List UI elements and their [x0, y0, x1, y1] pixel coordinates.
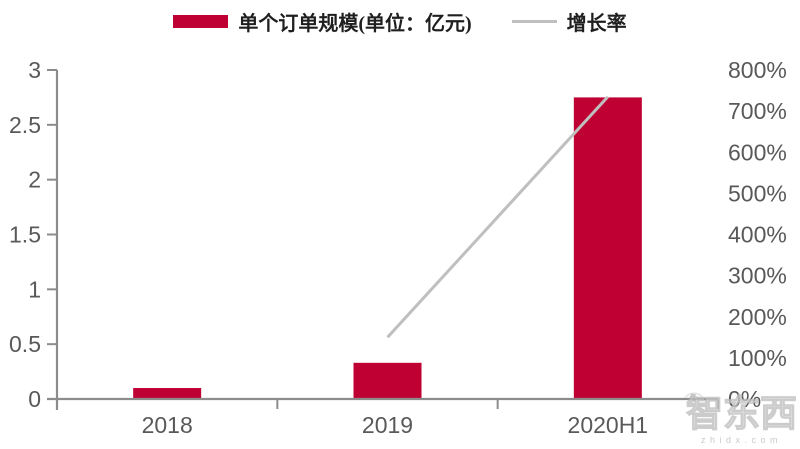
y-axis-tick-label: 1	[28, 276, 41, 302]
bar-2019	[353, 362, 422, 399]
right-axis-tick-label: 200%	[728, 304, 787, 330]
right-axis-tick-label: 600%	[728, 139, 787, 165]
y-axis-tick-label: 2.5	[9, 112, 41, 138]
x-axis-category-label: 2019	[362, 412, 413, 438]
right-axis-tick-label: 700%	[728, 98, 787, 124]
x-axis-category-label: 2018	[142, 412, 193, 438]
y-axis-tick-label: 0.5	[9, 331, 41, 357]
line-series-label: 增长率	[566, 12, 627, 35]
y-axis-tick-label: 2	[28, 167, 41, 193]
y-axis-tick-label: 3	[28, 57, 41, 83]
y-axis-tick-label: 0	[28, 386, 41, 412]
right-axis-tick-label: 0%	[728, 386, 761, 412]
bar-2018	[133, 388, 202, 399]
right-axis-tick-label: 400%	[728, 222, 787, 248]
legend: 单个订单规模(单位：亿元) 增长率	[0, 6, 800, 36]
growth-line	[386, 95, 609, 339]
right-axis-tick-label: 300%	[728, 263, 787, 289]
legend-item-bar-series: 单个订单规模(单位：亿元)	[173, 7, 472, 36]
right-axis-tick-label: 800%	[728, 57, 787, 83]
right-axis-tick-label: 500%	[728, 180, 787, 206]
legend-item-line-series: 增长率	[511, 7, 627, 36]
bar-series-label: 单个订单规模(单位：亿元)	[238, 12, 472, 35]
bar-2020H1	[573, 97, 642, 400]
right-axis-tick-label: 100%	[728, 345, 787, 371]
x-axis-category-label: 2020H1	[568, 412, 649, 438]
line-series-swatch	[511, 19, 557, 23]
y-axis-tick-label: 1.5	[9, 222, 41, 248]
bar-series-swatch	[173, 14, 229, 28]
